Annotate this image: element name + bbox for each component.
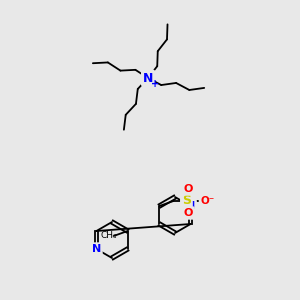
Text: CH₃: CH₃ bbox=[100, 232, 117, 241]
Text: N: N bbox=[143, 71, 153, 85]
Text: O: O bbox=[184, 208, 193, 218]
Text: +: + bbox=[151, 79, 159, 89]
Text: N: N bbox=[92, 244, 101, 254]
Text: O⁻: O⁻ bbox=[200, 196, 214, 206]
Text: S: S bbox=[182, 194, 191, 208]
Text: O: O bbox=[184, 184, 193, 194]
Text: N: N bbox=[186, 201, 195, 211]
